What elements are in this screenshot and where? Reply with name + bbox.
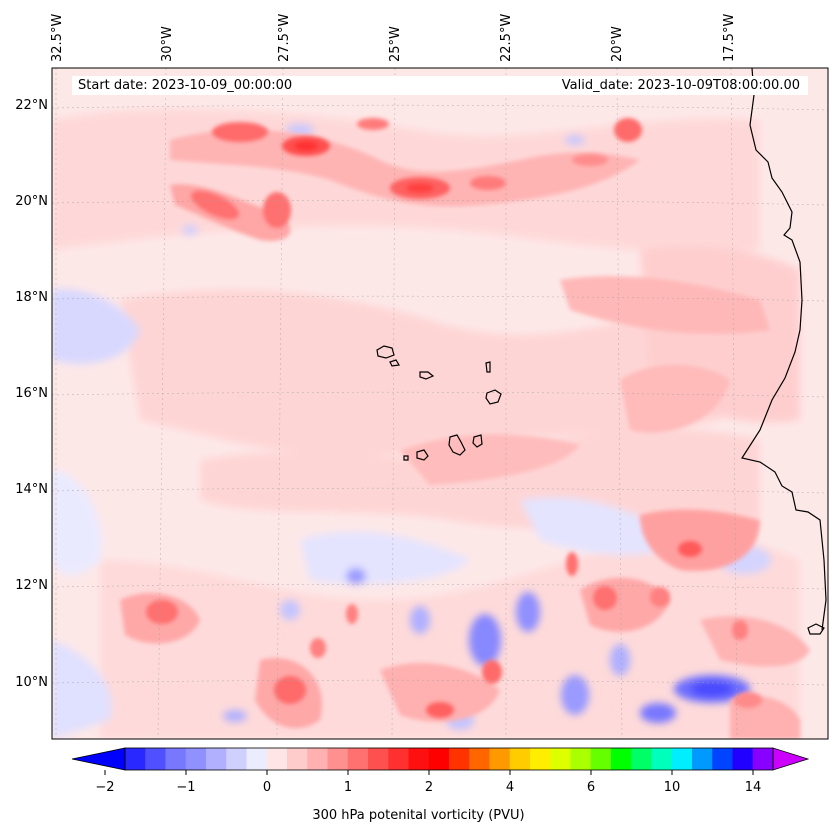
colorbar-tick-label: 4 — [505, 780, 515, 795]
colorbar-tick-label: 1 — [343, 780, 353, 795]
lon-label-17-5w: 17.5°W — [722, 13, 737, 62]
colorbar-tick-label: 14 — [744, 780, 762, 795]
colorbar-cell — [287, 748, 308, 770]
pv-contours-strong — [146, 118, 762, 718]
map-frame — [51, 67, 829, 740]
lat-label-12n: 12°N — [15, 578, 48, 593]
pv-contours-negative — [52, 124, 771, 739]
colorbar-cell — [307, 748, 328, 770]
colorbar-tick-label: −2 — [95, 780, 115, 795]
colorbar-cell — [752, 748, 774, 770]
pv-field — [52, 68, 828, 739]
colorbar-cell — [449, 748, 470, 770]
colorbar-cell — [347, 748, 369, 770]
colorbar-cell — [550, 748, 571, 770]
start-date-label: Start date: 2023-10-09_00:00:00 — [78, 78, 293, 93]
lon-label-32-5w: 32.5°W — [50, 13, 65, 62]
colorbar-title: 300 hPa potenital vorticity (PVU) — [312, 808, 525, 823]
colorbar-cell — [185, 748, 207, 770]
colorbar-tick-label: −1 — [176, 780, 196, 795]
colorbar-cell — [428, 748, 450, 770]
colorbar-cell — [145, 748, 166, 770]
colorbar-cell — [388, 748, 409, 770]
colorbar-outline — [124, 747, 774, 771]
colorbar-cell — [712, 748, 733, 770]
colorbar-tick-label: 0 — [262, 780, 272, 795]
graticule — [52, 68, 828, 739]
colorbar-cell — [631, 748, 652, 770]
lat-label-14n: 14°N — [15, 482, 48, 497]
colorbar-tick-label: 2 — [424, 780, 434, 795]
colorbar-cell — [590, 748, 612, 770]
lat-label-10n: 10°N — [15, 675, 48, 690]
colorbar-cell — [246, 748, 268, 770]
lon-label-30w: 30°W — [160, 26, 175, 62]
colorbar-cell — [206, 748, 227, 770]
colorbar-cell — [368, 748, 389, 770]
colorbar-cell — [165, 748, 187, 770]
colorbar-cell — [327, 748, 349, 770]
lon-label-22-5w: 22.5°W — [499, 13, 514, 62]
lat-label-22n: 22°N — [15, 98, 48, 113]
colorbar-cell — [489, 748, 511, 770]
lat-label-18n: 18°N — [15, 290, 48, 305]
colorbar-right-extend — [772, 747, 810, 771]
colorbar-cell — [509, 748, 531, 770]
colorbar-tick-label: 6 — [586, 780, 596, 795]
colorbar-cell — [408, 748, 430, 770]
colorbar-cell — [651, 748, 673, 770]
colorbar — [71, 747, 810, 775]
colorbar-cell — [469, 748, 490, 770]
colorbar-cell — [671, 748, 693, 770]
coastline — [376, 68, 827, 635]
date-banner: Start date: 2023-10-09_00:00:00 Valid_da… — [72, 76, 808, 95]
colorbar-cell — [226, 748, 247, 770]
colorbar-tick-label: 10 — [663, 780, 681, 795]
valid-date-label: Valid_date: 2023-10-09T08:00:00.00 — [561, 78, 800, 93]
colorbar-cell — [570, 748, 592, 770]
colorbar-cell — [266, 748, 288, 770]
lon-label-25w: 25°W — [388, 26, 403, 62]
lon-label-20w: 20°W — [610, 26, 625, 62]
lat-label-16n: 16°N — [15, 386, 48, 401]
colorbar-cell — [530, 748, 551, 770]
colorbar-cell — [692, 748, 713, 770]
colorbar-left-extend — [71, 747, 126, 771]
colorbar-cell — [125, 748, 146, 770]
lon-label-27-5w: 27.5°W — [277, 13, 292, 62]
colorbar-cell — [611, 748, 632, 770]
lat-label-20n: 20°N — [15, 194, 48, 209]
colorbar-cell — [732, 748, 754, 770]
